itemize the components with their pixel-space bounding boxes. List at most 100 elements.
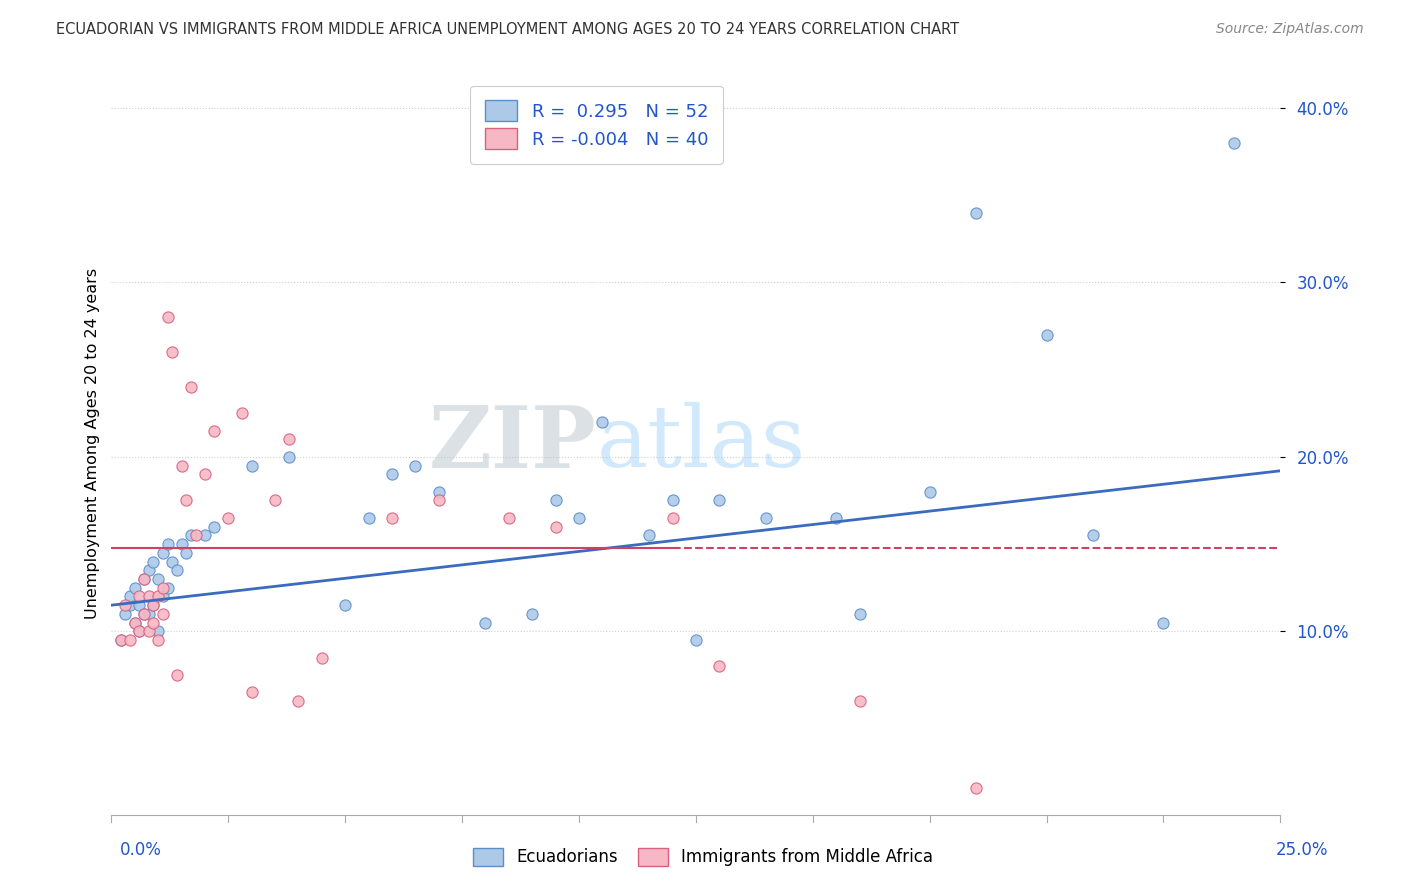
Point [138,590,160,604]
Point [918,484,941,499]
Point [357,511,380,525]
Point [661,511,683,525]
Point [156,581,179,595]
Point [194,528,217,542]
Point [134,572,156,586]
Point [848,694,870,708]
Point [138,563,160,577]
Point [142,555,165,569]
Point [591,415,613,429]
Point [180,380,202,394]
Point [128,624,150,639]
Point [474,615,496,630]
Point [202,519,225,533]
Point [685,633,707,648]
Point [965,205,987,219]
Text: 0.0%: 0.0% [120,840,162,858]
Point [120,590,142,604]
Point [156,310,179,325]
Point [231,406,253,420]
Point [160,345,183,359]
Text: ZIP: ZIP [429,401,596,486]
Point [114,598,136,612]
Point [709,493,731,508]
Point [568,511,591,525]
Legend: Ecuadorians, Immigrants from Middle Africa: Ecuadorians, Immigrants from Middle Afri… [467,841,939,873]
Point [166,563,188,577]
Point [152,590,174,604]
Point [194,467,217,482]
Point [427,493,450,508]
Point [170,537,193,551]
Point [825,511,848,525]
Point [381,467,404,482]
Point [128,590,150,604]
Point [522,607,544,621]
Point [160,555,183,569]
Point [217,511,239,525]
Point [848,607,870,621]
Point [120,598,142,612]
Point [110,633,132,648]
Point [240,458,263,473]
Point [142,598,165,612]
Point [128,624,150,639]
Point [544,519,567,533]
Point [146,633,169,648]
Point [278,450,301,464]
Text: atlas: atlas [596,402,806,485]
Point [170,458,193,473]
Text: 25.0%: 25.0% [1277,840,1329,858]
Point [174,493,197,508]
Point [152,581,174,595]
Point [240,685,263,699]
Point [638,528,661,542]
Point [146,624,169,639]
Point [152,546,174,560]
Point [427,484,450,499]
Point [134,607,156,621]
Point [124,615,146,630]
Point [709,659,731,673]
Point [114,607,136,621]
Point [1222,136,1244,150]
Point [120,633,142,648]
Point [381,511,404,525]
Y-axis label: Unemployment Among Ages 20 to 24 years: Unemployment Among Ages 20 to 24 years [86,268,100,619]
Point [146,572,169,586]
Point [1035,327,1057,342]
Legend: R =  0.295   N = 52, R = -0.004   N = 40: R = 0.295 N = 52, R = -0.004 N = 40 [471,86,723,163]
Point [128,598,150,612]
Point [166,668,188,682]
Point [142,598,165,612]
Point [152,607,174,621]
Point [1083,528,1105,542]
Point [965,781,987,796]
Point [287,694,309,708]
Point [544,493,567,508]
Point [335,598,357,612]
Point [124,615,146,630]
Point [311,650,333,665]
Point [146,590,169,604]
Text: Source: ZipAtlas.com: Source: ZipAtlas.com [1216,22,1364,37]
Point [404,458,426,473]
Point [755,511,778,525]
Point [134,607,156,621]
Point [110,633,132,648]
Point [278,433,301,447]
Point [1152,615,1174,630]
Point [174,546,197,560]
Point [184,528,207,542]
Point [180,528,202,542]
Point [202,424,225,438]
Point [156,537,179,551]
Point [264,493,287,508]
Point [498,511,520,525]
Point [138,607,160,621]
Text: ECUADORIAN VS IMMIGRANTS FROM MIDDLE AFRICA UNEMPLOYMENT AMONG AGES 20 TO 24 YEA: ECUADORIAN VS IMMIGRANTS FROM MIDDLE AFR… [56,22,959,37]
Point [124,581,146,595]
Point [138,624,160,639]
Point [134,572,156,586]
Point [661,493,683,508]
